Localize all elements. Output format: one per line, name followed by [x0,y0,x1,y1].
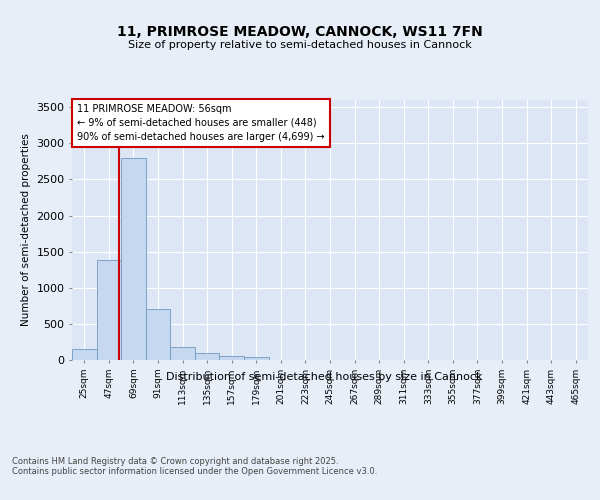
Bar [244,357,269,360]
Text: Distribution of semi-detached houses by size in Cannock: Distribution of semi-detached houses by … [166,372,482,382]
Text: 11 PRIMROSE MEADOW: 56sqm
← 9% of semi-detached houses are smaller (448)
90% of : 11 PRIMROSE MEADOW: 56sqm ← 9% of semi-d… [77,104,325,142]
Bar [72,349,97,360]
Bar [146,310,170,360]
Text: 11, PRIMROSE MEADOW, CANNOCK, WS11 7FN: 11, PRIMROSE MEADOW, CANNOCK, WS11 7FN [117,26,483,40]
Text: Size of property relative to semi-detached houses in Cannock: Size of property relative to semi-detach… [128,40,472,50]
Bar [121,158,146,360]
Text: Contains public sector information licensed under the Open Government Licence v3: Contains public sector information licen… [12,468,377,476]
Bar [97,260,121,360]
Y-axis label: Number of semi-detached properties: Number of semi-detached properties [20,134,31,326]
Text: Contains HM Land Registry data © Crown copyright and database right 2025.: Contains HM Land Registry data © Crown c… [12,458,338,466]
Bar [170,348,195,360]
Bar [195,353,220,360]
Bar [220,356,244,360]
